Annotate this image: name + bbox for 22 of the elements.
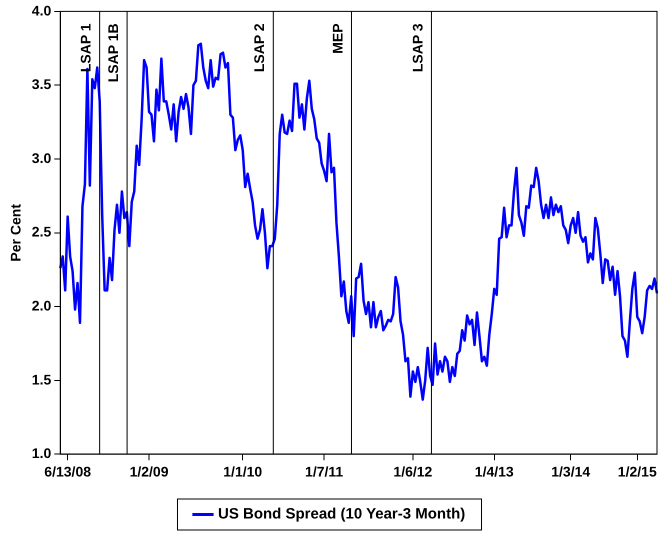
x-tick-label: 1/7/11 xyxy=(305,463,344,480)
x-tick-label: 1/2/09 xyxy=(130,463,169,480)
x-tick-label: 6/13/08 xyxy=(44,463,92,480)
x-tick-label: 1/1/10 xyxy=(223,463,262,480)
annotation: MEP xyxy=(329,23,346,54)
x-tick-label: 1/3/14 xyxy=(551,463,590,480)
legend-label: US Bond Spread (10 Year-3 Month) xyxy=(218,506,466,523)
x-tick-label: 1/4/13 xyxy=(474,463,514,480)
x-tick-label: 1/6/12 xyxy=(393,463,433,480)
y-tick-label: 2.5 xyxy=(32,224,52,240)
y-tick-label: 3.5 xyxy=(32,76,52,92)
y-tick-label: 3.0 xyxy=(32,150,52,166)
annotation: LSAP 3 xyxy=(409,23,426,72)
y-tick-label: 4.0 xyxy=(32,2,52,18)
y-tick-label: 1.5 xyxy=(32,371,52,388)
annotation: LSAP 1 xyxy=(78,23,94,72)
annotation: LSAP 2 xyxy=(251,23,268,72)
annotation: LSAP 1B xyxy=(104,23,121,82)
y-tick-label: 1.0 xyxy=(32,445,52,462)
y-tick-label: 2.0 xyxy=(32,297,52,314)
y-axis-title: Per Cent xyxy=(7,204,24,262)
x-tick-label: 1/2/15 xyxy=(618,463,657,480)
